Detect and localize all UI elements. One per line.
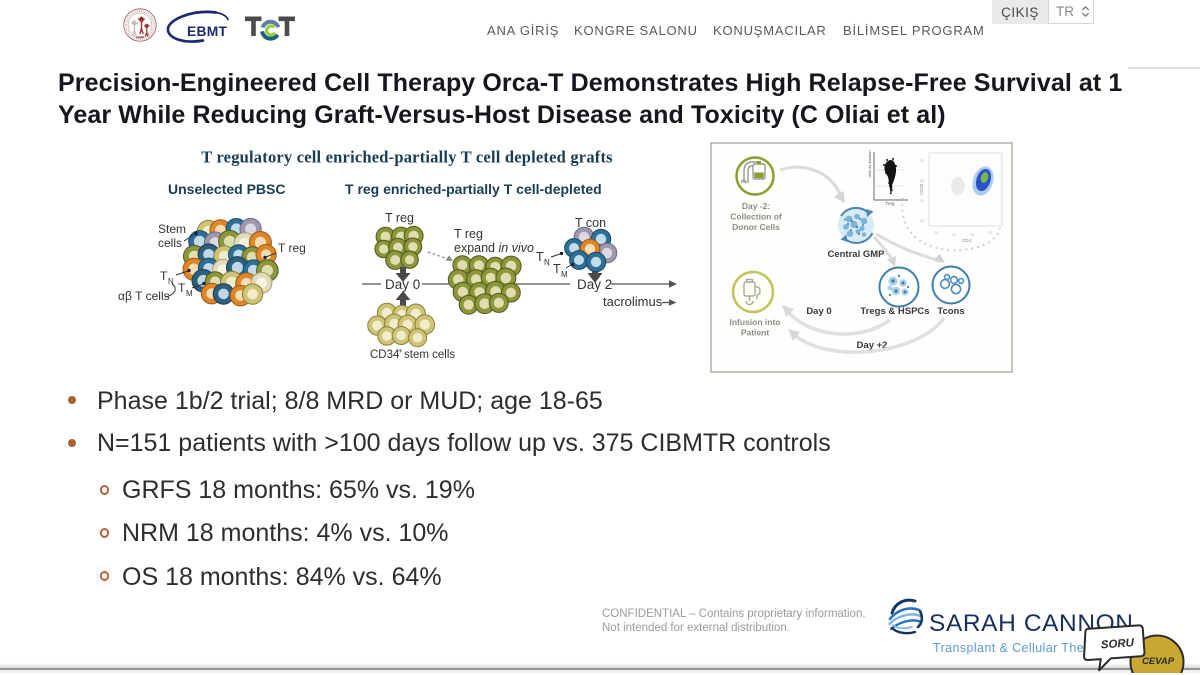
svg-text:cells: cells — [158, 236, 182, 250]
svg-text:Infusion into: Infusion into — [730, 317, 781, 327]
svg-text:M: M — [186, 289, 193, 298]
svg-text:T reg: T reg — [385, 211, 414, 225]
svg-text:T: T — [553, 262, 561, 276]
svg-text:Tregs & HSPCs: Tregs & HSPCs — [860, 306, 929, 317]
svg-text:T: T — [160, 269, 168, 283]
svg-text:N: N — [544, 258, 550, 267]
svg-text:Treg: Treg — [885, 201, 895, 206]
svg-text:N: N — [168, 277, 174, 286]
svg-text:10: 10 — [952, 233, 956, 237]
svg-text:expand in vivo: expand in vivo — [454, 241, 534, 255]
svg-text:Central GMP: Central GMP — [827, 249, 885, 260]
svg-text:Tcons: Tcons — [937, 306, 964, 317]
svg-text:10: 10 — [920, 199, 924, 203]
svg-text:tacrolimus: tacrolimus — [603, 294, 663, 309]
svg-text:Day 2: Day 2 — [577, 277, 612, 292]
svg-text:Patient: Patient — [741, 328, 770, 338]
svg-text:Collection of: Collection of — [730, 212, 782, 222]
svg-text:Day +2: Day +2 — [857, 340, 888, 351]
svg-text:SORU: SORU — [1100, 637, 1135, 651]
svg-text:10: 10 — [988, 231, 992, 235]
svg-text:Day 0: Day 0 — [385, 277, 420, 292]
svg-text:Stem: Stem — [158, 222, 186, 236]
svg-text:M: M — [561, 270, 568, 279]
svg-text:T reg enriched-partially T cel: T reg enriched-partially T cell-depleted — [345, 181, 602, 197]
svg-text:T reg: T reg — [454, 227, 483, 241]
svg-text:CD34: CD34 — [370, 349, 400, 361]
svg-text:CD25: CD25 — [919, 183, 924, 195]
svg-text:cells as fraction: cells as fraction — [867, 150, 872, 178]
svg-text:stem cells: stem cells — [404, 349, 455, 361]
svg-text:T: T — [178, 281, 186, 295]
svg-text:Day -2:: Day -2: — [742, 201, 771, 211]
svg-text:Day 0: Day 0 — [806, 306, 831, 317]
svg-text:Unselected PBSC: Unselected PBSC — [168, 181, 285, 197]
svg-text:T regulatory cell enriched-par: T regulatory cell enriched-partially T c… — [201, 148, 613, 167]
svg-text:10: 10 — [920, 179, 924, 183]
svg-text:10: 10 — [920, 219, 924, 223]
svg-text:Transplant & Cellular Therapie: Transplant & Cellular Therapies — [933, 641, 1121, 655]
svg-text:T: T — [536, 250, 544, 264]
svg-text:T con: T con — [575, 216, 606, 230]
svg-text:Donor Cells: Donor Cells — [732, 222, 780, 232]
svg-text:αβ T cells: αβ T cells — [118, 289, 170, 303]
svg-text:CEVAP: CEVAP — [1142, 656, 1175, 667]
svg-text:T reg: T reg — [278, 241, 306, 255]
svg-text:+: + — [398, 346, 403, 355]
svg-text:10: 10 — [920, 159, 924, 163]
svg-text:EBMT: EBMT — [187, 24, 228, 39]
svg-text:10: 10 — [970, 233, 974, 237]
svg-text:CD4: CD4 — [962, 238, 971, 243]
svg-text:10: 10 — [934, 231, 938, 235]
